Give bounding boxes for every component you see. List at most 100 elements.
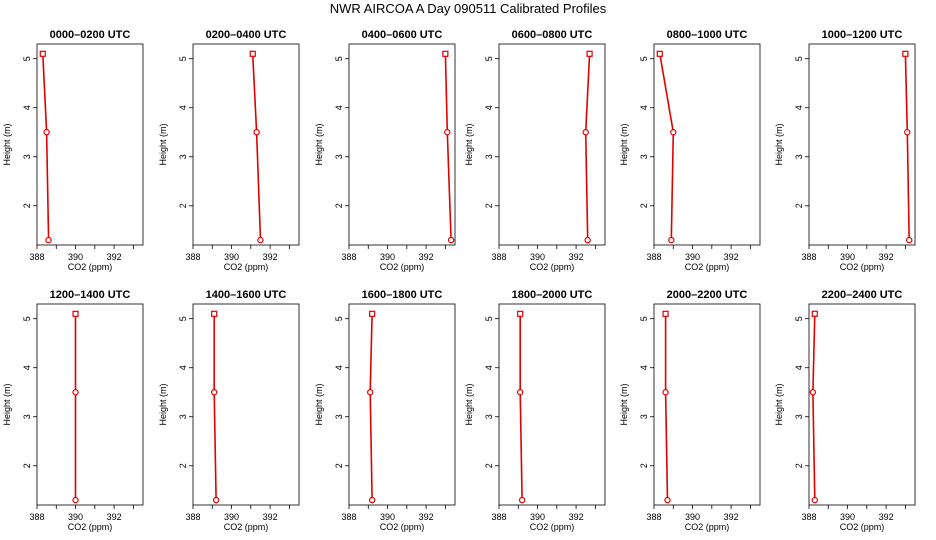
y-tick-label: 5	[178, 316, 188, 321]
y-tick-label: 5	[794, 316, 804, 321]
x-tick-label: 392	[419, 252, 434, 262]
y-axis-label: Height (m)	[314, 383, 324, 425]
y-tick-label: 4	[178, 105, 188, 110]
y-tick-label: 3	[178, 154, 188, 159]
x-tick-label: 390	[685, 512, 700, 522]
plot-frame	[192, 43, 300, 246]
data-point	[902, 50, 909, 57]
data-point	[670, 129, 677, 136]
panel-7: 1200–1400 UTC 388 390 392 2 3 4 5 CO2 (ppm) Heigh…	[2, 289, 144, 532]
y-axis-label: Height (m)	[464, 123, 474, 165]
x-tick-label: 388	[185, 512, 200, 522]
y-tick-label: 5	[484, 316, 494, 321]
data-point	[249, 50, 256, 57]
panel-title: 1400–1600 UTC	[206, 289, 287, 301]
y-tick-label: 2	[794, 203, 804, 208]
profile-line	[664, 313, 669, 501]
y-tick-label: 3	[639, 154, 649, 159]
y-tick-label: 2	[22, 203, 32, 208]
plot-frame	[36, 43, 144, 246]
data-point	[668, 236, 675, 244]
y-tick-label: 4	[178, 365, 188, 370]
panel-title: 1600–1800 UTC	[362, 289, 443, 301]
y-tick-label: 4	[484, 105, 494, 110]
y-tick-label: 2	[794, 463, 804, 468]
y-tick-label: 3	[794, 154, 804, 159]
y-tick-label: 4	[22, 105, 32, 110]
x-tick-label: 388	[491, 512, 506, 522]
panel-title: 2200–2400 UTC	[822, 289, 903, 301]
x-tick-label: 388	[341, 252, 356, 262]
x-tick-label: 390	[685, 252, 700, 262]
data-point	[210, 389, 218, 396]
y-tick-label: 4	[334, 105, 344, 110]
y-axis-label: Height (m)	[314, 123, 324, 165]
y-tick-label: 2	[484, 463, 494, 468]
data-point	[72, 496, 79, 504]
y-tick-label: 3	[484, 414, 494, 419]
y-tick-label: 2	[334, 203, 344, 208]
x-tick-label: 388	[801, 252, 816, 262]
y-tick-label: 2	[178, 463, 188, 468]
data-point	[811, 496, 818, 504]
profile-line	[42, 53, 50, 241]
data-point	[257, 236, 264, 244]
y-axis-label: Height (m)	[2, 383, 12, 425]
data-point	[39, 50, 46, 57]
profile-line	[251, 53, 262, 241]
x-tick-label: 388	[29, 252, 44, 262]
x-tick-label: 388	[491, 252, 506, 262]
x-tick-label: 392	[724, 252, 739, 262]
data-point	[518, 496, 526, 504]
panel-12: 2200–2400 UTC 388 390 392 2 3 4 5 CO2 (ppm) Heigh…	[774, 289, 916, 532]
data-point	[586, 50, 593, 57]
data-point	[811, 310, 818, 317]
y-axis-label: Height (m)	[774, 383, 784, 425]
panel-10: 1800–2000 UTC 388 390 392 2 3 4 5 CO2 (ppm) Heigh…	[464, 289, 606, 532]
panel-title: 1800–2000 UTC	[512, 289, 593, 301]
profile-line	[584, 53, 591, 241]
data-point	[368, 496, 376, 504]
x-axis-label: CO2 (ppm)	[530, 262, 575, 272]
x-axis-label: CO2 (ppm)	[380, 262, 425, 272]
x-tick-label: 392	[879, 252, 894, 262]
panel-9: 1600–1800 UTC 388 390 392 2 3 4 5 CO2 (ppm) Heigh…	[314, 289, 456, 532]
profile-line	[444, 53, 452, 241]
x-tick-label: 390	[530, 252, 545, 262]
plot-frame	[653, 43, 761, 246]
x-tick-label: 388	[646, 512, 661, 522]
y-tick-label: 3	[639, 414, 649, 419]
y-axis-label: Height (m)	[619, 123, 629, 165]
data-point	[253, 129, 260, 136]
x-axis-label: CO2 (ppm)	[840, 522, 885, 532]
x-axis-label: CO2 (ppm)	[68, 262, 113, 272]
profile-line	[659, 53, 675, 241]
plot-frame	[36, 303, 144, 506]
x-tick-label: 388	[801, 512, 816, 522]
profile-line	[904, 53, 910, 241]
x-tick-label: 392	[569, 512, 584, 522]
y-tick-label: 5	[22, 56, 32, 61]
data-point	[72, 310, 79, 317]
y-tick-label: 5	[639, 56, 649, 61]
y-tick-label: 4	[484, 365, 494, 370]
x-axis-label: CO2 (ppm)	[685, 522, 730, 532]
panel-title: 0800–1000 UTC	[667, 29, 748, 41]
x-tick-label: 388	[341, 512, 356, 522]
data-point	[906, 236, 913, 244]
x-axis-label: CO2 (ppm)	[224, 262, 269, 272]
data-point	[517, 389, 524, 396]
data-point	[584, 236, 591, 244]
data-point	[369, 310, 376, 317]
plot-frame	[808, 43, 916, 246]
profile-line	[519, 313, 523, 501]
data-point	[662, 389, 669, 396]
x-axis-label: CO2 (ppm)	[685, 262, 730, 272]
data-point	[45, 236, 52, 244]
plot-frame	[348, 303, 456, 506]
panel-title: 0600–0800 UTC	[512, 29, 593, 41]
data-point	[442, 50, 449, 57]
x-tick-label: 390	[224, 512, 239, 522]
x-tick-label: 388	[185, 252, 200, 262]
